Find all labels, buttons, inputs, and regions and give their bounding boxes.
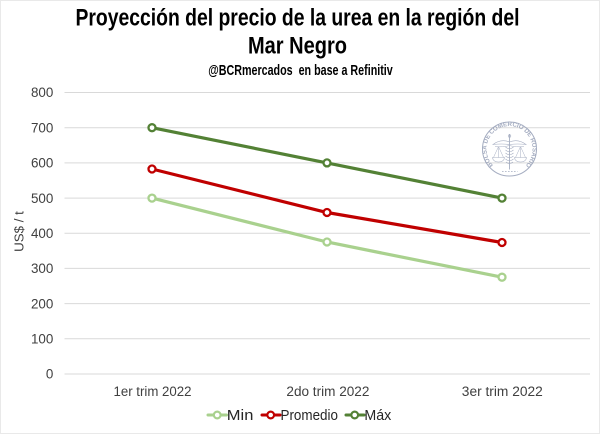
svg-text:3er trim 2022: 3er trim 2022 (462, 384, 543, 399)
svg-text:Proyección del precio de la ur: Proyección del precio de la urea en la r… (76, 5, 520, 32)
svg-text:400: 400 (31, 226, 53, 241)
svg-text:100: 100 (31, 332, 53, 347)
svg-text:Min: Min (227, 408, 254, 424)
svg-text:US$ / t: US$ / t (11, 211, 26, 252)
svg-text:200: 200 (31, 296, 53, 311)
svg-text:Promedio: Promedio (281, 408, 339, 424)
svg-text:600: 600 (31, 156, 53, 171)
svg-text:Máx: Máx (364, 408, 391, 424)
svg-text:300: 300 (31, 261, 53, 276)
svg-text:Mar Negro: Mar Negro (248, 33, 347, 60)
svg-text:2do trim 2022: 2do trim 2022 (286, 384, 369, 399)
svg-text:@BCRmercados en base a Refini: @BCRmercados en base a Refinitiv (208, 63, 393, 79)
svg-text:1er trim 2022: 1er trim 2022 (114, 384, 192, 399)
svg-text:0: 0 (46, 367, 53, 382)
svg-text:800: 800 (31, 85, 53, 100)
svg-text:500: 500 (31, 191, 53, 206)
svg-text:700: 700 (31, 120, 53, 135)
